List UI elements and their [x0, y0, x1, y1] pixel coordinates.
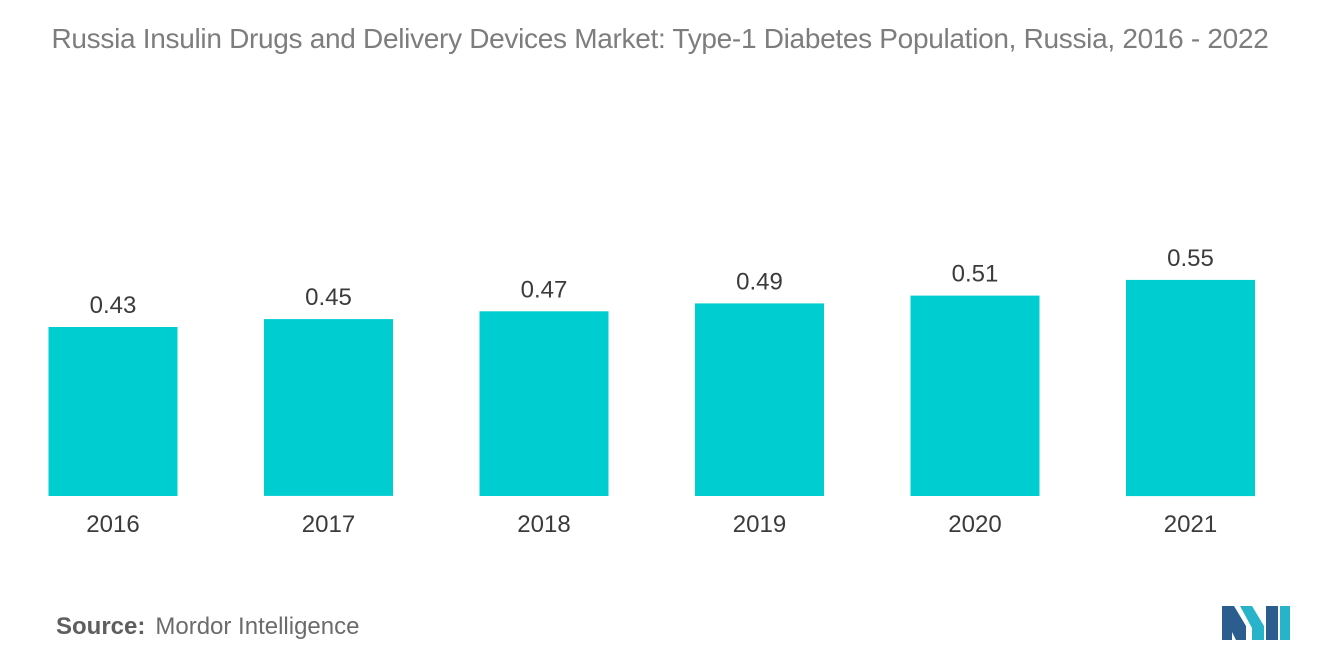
- value-label-2017: 0.45: [305, 284, 352, 311]
- bar-2017: [264, 319, 393, 496]
- mordor-intelligence-logo: [1222, 606, 1290, 640]
- source-label: Source:: [56, 613, 146, 640]
- chart-title: Russia Insulin Drugs and Delivery Device…: [51, 23, 1269, 54]
- x-tick-label-2019: 2019: [733, 511, 786, 538]
- value-label-2016: 0.43: [90, 292, 137, 319]
- bar-2016: [48, 327, 178, 496]
- logo-mid-shape: [1240, 606, 1264, 640]
- source-text: Mordor Intelligence: [155, 613, 360, 640]
- value-label-2019: 0.49: [736, 268, 783, 295]
- x-tick-label-2020: 2020: [948, 511, 1001, 538]
- logo-right-shape: [1266, 606, 1278, 640]
- value-label-2021: 0.55: [1167, 245, 1214, 272]
- x-tick-label-2016: 2016: [86, 511, 139, 538]
- bar-2018: [479, 311, 609, 496]
- bar-2021: [1126, 279, 1255, 497]
- logo-left-shape: [1222, 606, 1246, 640]
- bar-2019: [695, 303, 824, 496]
- value-label-2018: 0.47: [521, 276, 568, 303]
- logo-right-accent: [1280, 606, 1290, 640]
- value-label-2020: 0.51: [952, 261, 999, 288]
- bar-chart: 0.43 2016 0.45 2017 0.47 2018 0.49 2019 0.51 2020…: [48, 245, 1255, 538]
- x-tick-label-2017: 2017: [302, 511, 355, 538]
- bar-2020: [910, 295, 1040, 496]
- x-tick-label-2021: 2021: [1164, 511, 1217, 538]
- source-line: Source: Mordor Intelligence: [56, 613, 359, 641]
- x-tick-label-2018: 2018: [517, 511, 570, 538]
